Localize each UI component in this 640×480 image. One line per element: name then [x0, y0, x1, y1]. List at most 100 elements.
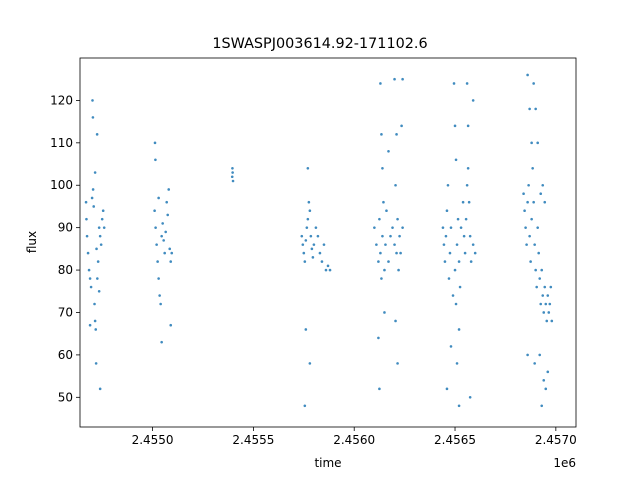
data-point [449, 226, 453, 229]
data-point [523, 209, 526, 212]
data-point [93, 171, 97, 174]
y-tick-label: 90 [58, 221, 73, 235]
data-point [534, 268, 537, 272]
data-point [305, 226, 309, 229]
data-point [382, 200, 385, 204]
data-point [445, 209, 449, 212]
data-point [401, 77, 404, 81]
data-point [231, 166, 234, 170]
data-point [462, 234, 466, 238]
data-point [396, 217, 399, 221]
data-point [303, 404, 307, 408]
data-point [397, 268, 400, 272]
data-point [306, 166, 310, 170]
data-point [384, 243, 387, 246]
x-tick-label: 2.4570 [535, 433, 577, 447]
data-point [448, 251, 452, 255]
data-point [98, 234, 102, 238]
data-point [322, 243, 326, 246]
data-point [457, 260, 461, 263]
data-point [444, 234, 448, 238]
data-point [84, 200, 88, 204]
data-point [391, 226, 394, 229]
y-axis-label: flux [25, 231, 39, 253]
data-point [389, 234, 392, 238]
data-point [447, 277, 451, 280]
data-point [465, 82, 469, 85]
data-point [311, 256, 315, 259]
x-tick-label: 2.4560 [333, 433, 375, 447]
data-point [165, 200, 168, 204]
data-point [526, 200, 529, 204]
data-point [473, 251, 477, 255]
data-point [328, 268, 332, 272]
data-point [307, 200, 311, 204]
data-point [300, 234, 304, 238]
data-point [85, 234, 89, 238]
data-point [97, 289, 101, 293]
data-point [395, 133, 398, 136]
data-point [87, 268, 91, 272]
data-point [528, 107, 531, 111]
data-point [378, 387, 381, 391]
data-point [400, 124, 403, 128]
data-point [385, 209, 388, 212]
data-point [530, 141, 533, 145]
x-axis-offset-label: 1e6 [553, 456, 576, 470]
data-point [550, 319, 554, 323]
data-point [446, 183, 450, 187]
data-point [459, 226, 463, 229]
data-point [525, 243, 528, 246]
data-point [387, 260, 390, 263]
x-tick-label: 2.4565 [434, 433, 476, 447]
data-point [401, 226, 404, 229]
data-point [380, 133, 383, 136]
data-point [387, 150, 390, 153]
data-point [533, 362, 536, 365]
data-point [157, 196, 160, 200]
data-point [546, 294, 550, 297]
x-axis-label: time [314, 456, 341, 470]
x-axis-ticks: 2.4550 2.4555 2.4560 2.4565 2.4570 [132, 427, 577, 447]
data-point [169, 323, 173, 327]
data-point [545, 319, 549, 323]
data-point [454, 158, 458, 162]
data-point [541, 294, 545, 297]
data-point [543, 285, 547, 289]
data-point [158, 294, 161, 297]
data-point [316, 234, 320, 238]
data-point [324, 268, 328, 272]
data-point [160, 340, 163, 344]
data-point [468, 396, 472, 399]
data-point [443, 260, 447, 263]
data-point [375, 243, 378, 246]
data-point [157, 277, 160, 280]
data-point [164, 230, 167, 234]
data-point [453, 268, 457, 272]
data-point [312, 243, 316, 246]
data-point [231, 171, 234, 174]
data-point [96, 260, 100, 263]
data-point [168, 247, 172, 251]
data-point [522, 192, 525, 196]
data-point [539, 192, 543, 196]
data-point [166, 213, 170, 217]
data-point [85, 217, 88, 221]
data-point [533, 243, 536, 246]
data-point [377, 336, 380, 340]
data-point [163, 251, 166, 255]
data-point [461, 200, 465, 204]
data-point [91, 99, 94, 102]
data-point [101, 209, 105, 212]
data-point [532, 82, 535, 85]
data-point [455, 243, 459, 246]
data-point [93, 302, 96, 306]
data-point [99, 243, 103, 246]
data-point [100, 217, 104, 221]
data-point [381, 234, 384, 238]
data-point [102, 226, 106, 229]
data-point [452, 82, 456, 85]
data-point [306, 217, 310, 221]
data-point [373, 226, 376, 229]
data-point [154, 158, 157, 162]
